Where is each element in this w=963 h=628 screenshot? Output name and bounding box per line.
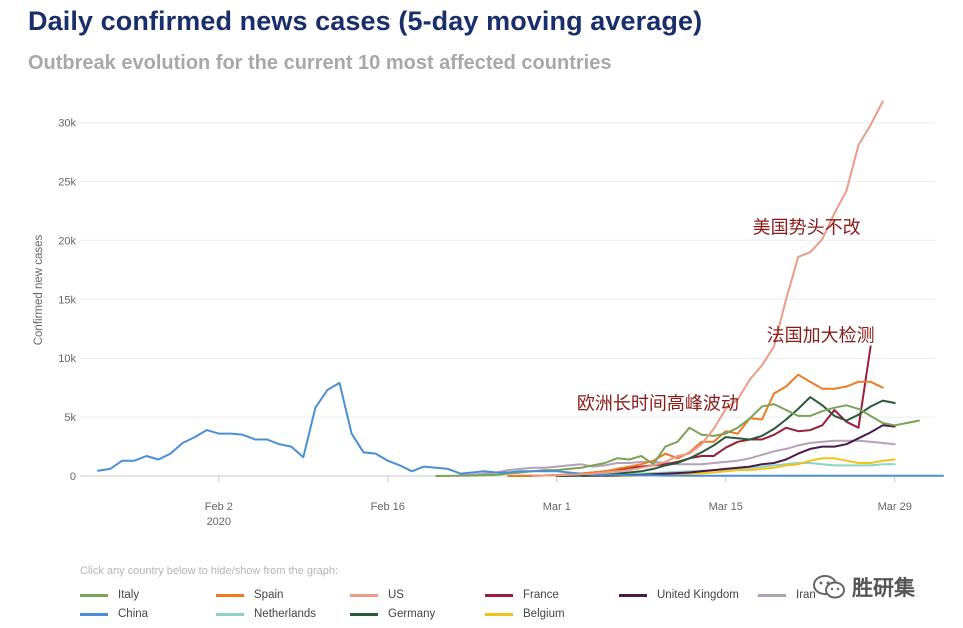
wechat-icon — [813, 575, 845, 599]
legend-item-italy[interactable]: Italy — [80, 586, 139, 604]
legend-item-united-kingdom[interactable]: United Kingdom — [619, 586, 739, 604]
legend-label: Italy — [118, 589, 140, 601]
legend-label: US — [388, 589, 404, 601]
x-tick-label: Feb 16 — [371, 501, 405, 513]
legend-swatch — [216, 612, 244, 616]
legend-label: Iran — [796, 589, 816, 601]
legend-item-belgium[interactable]: Belgium — [485, 605, 565, 623]
annotation-italy: 欧洲长时间高峰波动 — [577, 394, 739, 415]
legend-item-us[interactable]: US — [350, 586, 404, 604]
annotation-us: 美国势头不改 — [753, 217, 861, 238]
y-tick-label: 5k — [64, 412, 76, 424]
series-line-spain — [507, 373, 884, 477]
legend-label: United Kingdom — [657, 589, 739, 601]
x-tick-label: Feb 2 — [205, 501, 233, 513]
x-tick-label: Mar 29 — [878, 501, 912, 513]
y-tick-label: 20k — [58, 235, 76, 247]
x-tick-label: Mar 15 — [709, 501, 743, 513]
y-tick-label: 30k — [58, 118, 76, 130]
legend-label: France — [523, 589, 559, 601]
legend-swatch — [758, 593, 786, 597]
series-line-china — [97, 381, 944, 477]
chart-subtitle: Outbreak evolution for the current 10 mo… — [28, 52, 612, 74]
legend-swatch — [485, 593, 513, 597]
series-line-italy — [435, 403, 920, 477]
y-tick-label: 10k — [58, 353, 76, 365]
legend-item-spain[interactable]: Spain — [216, 586, 283, 604]
y-tick-label: 25k — [58, 177, 76, 189]
legend: Italy Spain US France United Kingdom Iran Chin… — [80, 584, 840, 624]
series-line-us — [531, 100, 884, 477]
legend-hint: Click any country below to hide/show fro… — [80, 565, 339, 577]
legend-label: Netherlands — [254, 608, 317, 620]
x-tick-sublabel: 2020 — [207, 516, 231, 528]
x-tick-label: Mar 1 — [543, 501, 571, 513]
watermark: 胜研集 — [812, 572, 915, 602]
legend-item-france[interactable]: France — [485, 586, 559, 604]
legend-item-netherlands[interactable]: Netherlands — [216, 605, 316, 623]
legend-item-iran[interactable]: Iran — [758, 586, 816, 604]
series-line-iran — [459, 439, 896, 477]
legend-swatch — [216, 593, 244, 597]
legend-swatch — [80, 593, 108, 597]
y-axis-label: Confirmed new cases — [33, 234, 45, 345]
legend-item-germany[interactable]: Germany — [350, 605, 435, 623]
legend-swatch — [350, 593, 378, 597]
legend-label: Spain — [254, 589, 284, 601]
legend-label: Belgium — [523, 608, 565, 620]
chart-title: Daily confirmed news cases (5-day moving… — [28, 6, 703, 36]
annotation-france: 法国加大检测 — [767, 325, 875, 346]
legend-swatch — [485, 612, 513, 616]
legend-swatch — [619, 593, 647, 597]
y-tick-label: 0 — [70, 471, 76, 483]
line-chart: 0 5k 10k 15k 20k 25k 30k Confirmed new cases Feb… — [33, 100, 944, 528]
legend-label: Germany — [388, 608, 436, 620]
watermark-text: 胜研集 — [852, 577, 915, 600]
legend-label: China — [118, 608, 149, 620]
legend-swatch — [350, 612, 378, 616]
y-tick-label: 15k — [58, 294, 76, 306]
legend-item-china[interactable]: China — [80, 605, 148, 623]
legend-swatch — [80, 612, 108, 616]
